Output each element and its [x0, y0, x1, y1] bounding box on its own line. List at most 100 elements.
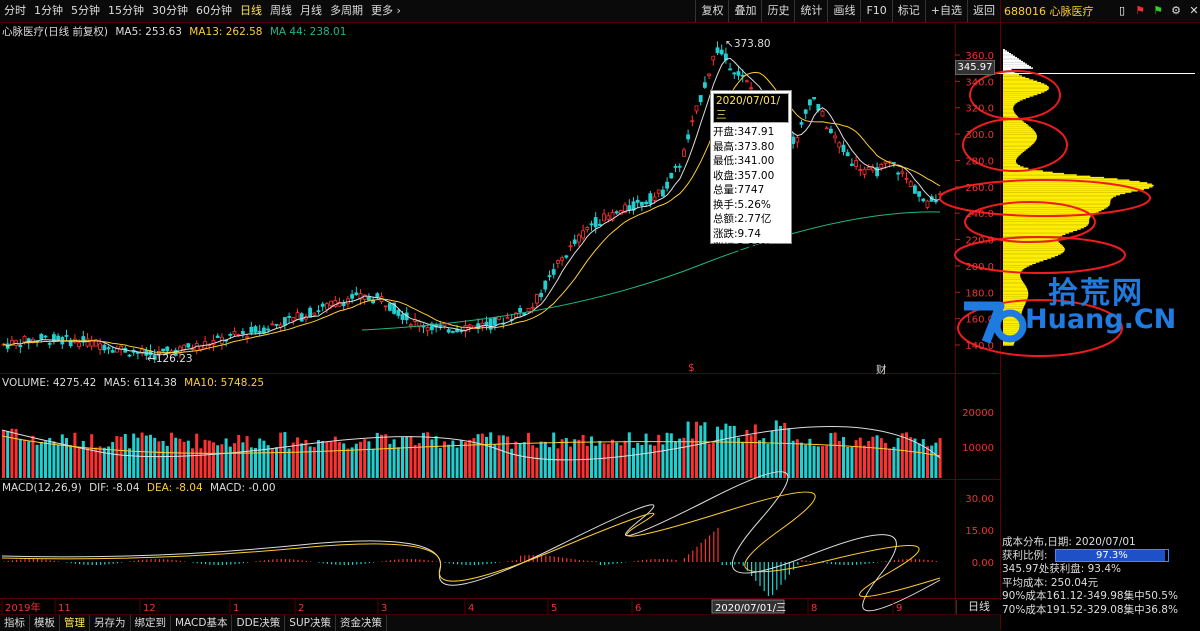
- time-tick-label-7: 5: [551, 603, 557, 614]
- indicator-tab-3[interactable]: 另存为: [90, 615, 131, 631]
- candle-body: [270, 323, 275, 326]
- stock-code-name: 688016 心脉医疗: [1004, 5, 1094, 18]
- volume-bar: [858, 437, 862, 478]
- candle-body: [556, 260, 560, 264]
- tool-button-7[interactable]: +自选: [924, 0, 967, 22]
- volume-bar: [724, 423, 728, 478]
- indicator-tab-7[interactable]: SUP决策: [285, 615, 336, 631]
- price-axis: 360.0 340.0 320.0 300.0 280.0 260.0 240.0 220.0…: [1, 51, 994, 614]
- volume-bar: [808, 438, 812, 478]
- volume-bar: [94, 447, 98, 478]
- event-mark-dividend[interactable]: $: [688, 362, 695, 374]
- document-icon[interactable]: ▯: [1118, 4, 1126, 17]
- indicator-tab-0[interactable]: 指标: [0, 615, 30, 631]
- tool-button-8[interactable]: 返回: [967, 0, 1000, 22]
- volume-bar: [564, 438, 568, 478]
- volume-bar: [186, 440, 190, 478]
- volume-bar: [346, 448, 350, 478]
- candle-body: [425, 327, 430, 332]
- time-tick-label-11: 9: [896, 603, 902, 614]
- tool-button-4[interactable]: 画线: [827, 0, 860, 22]
- volume-bar: [703, 422, 707, 478]
- period-tab-5[interactable]: 60分钟: [196, 4, 232, 17]
- candle-body: [480, 322, 485, 327]
- tool-button-2[interactable]: 历史: [761, 0, 794, 22]
- indicator-tab-6[interactable]: DDE决策: [232, 615, 286, 631]
- red-flag-icon[interactable]: ⚑: [1135, 4, 1145, 17]
- cost-date: 成本分布,日期: 2020/07/01: [1002, 536, 1136, 548]
- candle-body: [383, 305, 388, 308]
- period-tab-7[interactable]: 周线: [270, 4, 292, 17]
- volume-bar: [611, 439, 614, 478]
- volume-bar: [590, 436, 593, 478]
- volume-bar: [81, 440, 85, 478]
- candle-body: [253, 326, 258, 333]
- volume-bar: [258, 438, 262, 478]
- volume-bar: [531, 445, 535, 478]
- time-tick-label-9: 2020/07/01/三: [715, 603, 786, 614]
- period-tab-6[interactable]: 日线: [240, 4, 262, 17]
- tool-button-6[interactable]: 标记: [891, 0, 925, 22]
- close-icon[interactable]: ✕: [1189, 4, 1199, 17]
- candle-body: [308, 307, 313, 318]
- volume-bar: [157, 441, 161, 478]
- candle-body: [795, 137, 800, 143]
- candle-body: [514, 312, 518, 318]
- volume-bar: [392, 439, 396, 478]
- candle-body: [320, 303, 325, 307]
- tooltip-row-3: 收盘:357.00: [713, 169, 775, 182]
- price-tick-label-4: 280.0: [965, 156, 994, 167]
- volume-bar: [136, 437, 140, 478]
- volume-bar: [854, 440, 858, 478]
- volume-ma10-line: [1, 435, 941, 457]
- indicator-tab-5[interactable]: MACD基本: [171, 615, 233, 631]
- candle-body: [429, 323, 434, 331]
- candle-body: [749, 87, 753, 90]
- tool-button-1[interactable]: 叠加: [728, 0, 761, 22]
- volume-bar: [842, 437, 845, 478]
- candle-body: [186, 343, 191, 348]
- event-mark-finance[interactable]: 财: [876, 364, 887, 376]
- period-tab-0[interactable]: 分时: [4, 4, 26, 17]
- tool-button-3[interactable]: 统计: [794, 0, 827, 22]
- volume-bar: [514, 441, 518, 478]
- volume-bar: [216, 445, 220, 478]
- indicator-tab-8[interactable]: 资金决策: [336, 615, 387, 631]
- indicator-tab-2[interactable]: 管理: [60, 615, 90, 631]
- period-tab-8[interactable]: 月线: [300, 4, 322, 17]
- green-flag-icon[interactable]: ⚑: [1153, 4, 1163, 17]
- price-tick-label-6: 240.0: [965, 209, 994, 220]
- volume-bar: [123, 433, 127, 478]
- volume-bar: [766, 443, 770, 478]
- volume-value: VOLUME: 4275.42: [2, 377, 97, 389]
- volume-bar: [774, 420, 778, 478]
- period-tab-10[interactable]: 更多 ›: [371, 4, 401, 17]
- macd-dea: DEA: -8.04: [146, 482, 203, 494]
- tool-button-5[interactable]: F10: [860, 0, 891, 22]
- period-tab-9[interactable]: 多周期: [330, 4, 363, 17]
- candle-body: [324, 303, 329, 310]
- period-tab-1[interactable]: 1分钟: [34, 4, 63, 17]
- period-tab-3[interactable]: 15分钟: [108, 4, 144, 17]
- indicator-tab-1[interactable]: 模板: [30, 615, 60, 631]
- volume-bar: [384, 434, 388, 478]
- settings-icon[interactable]: ⚙: [1171, 4, 1181, 17]
- period-tab-4[interactable]: 30分钟: [152, 4, 188, 17]
- volume-bar: [921, 439, 925, 478]
- volume-bar: [837, 440, 841, 478]
- indicator-tab-4[interactable]: 绑定到: [131, 615, 171, 631]
- candle-body: [656, 189, 661, 194]
- volume-bar: [254, 447, 257, 478]
- volume-bar: [926, 446, 929, 478]
- candle-body: [98, 343, 102, 350]
- volume-bar: [27, 441, 31, 478]
- tool-button-0[interactable]: 复权: [695, 0, 728, 22]
- candle-body: [161, 348, 166, 352]
- time-cursor-box: [711, 599, 785, 614]
- period-tab-2[interactable]: 5分钟: [71, 4, 100, 17]
- volume-bar: [556, 448, 560, 478]
- candle-body: [577, 234, 581, 243]
- volume-bar: [758, 440, 761, 478]
- volume-bar: [224, 438, 228, 478]
